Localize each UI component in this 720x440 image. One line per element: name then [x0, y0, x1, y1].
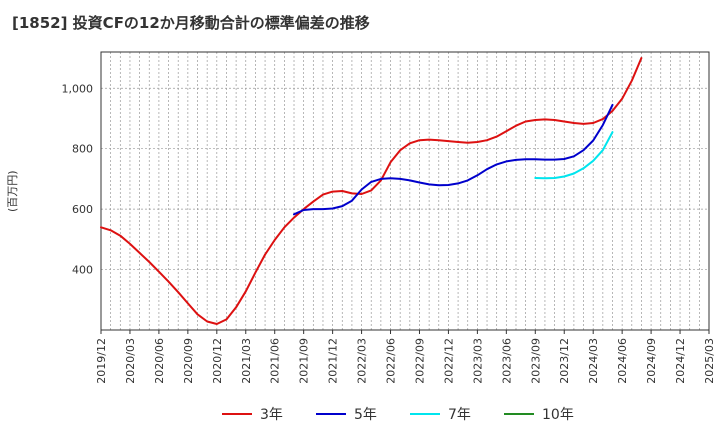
chart-title: [1852] 投資CFの12か月移動合計の標準偏差の推移 [12, 14, 370, 32]
x-tick-label: 2024/12 [674, 338, 687, 384]
x-tick-label: 2022/03 [356, 338, 369, 384]
x-tick-label: 2021/12 [327, 338, 340, 384]
y-tick-label: 600 [72, 203, 93, 216]
x-tick-label: 2019/12 [95, 338, 108, 384]
x-tick-label: 2024/06 [616, 338, 629, 384]
legend-label-1: 3年 [260, 407, 283, 423]
plot-border [100, 51, 710, 331]
x-tick-label: 2023/12 [558, 338, 571, 384]
series-line-1 [100, 57, 643, 325]
x-tick-label: 2023/09 [529, 338, 542, 384]
x-tick-label: 2022/06 [385, 338, 398, 384]
y-tick-label: 400 [72, 264, 93, 277]
legend-label-4: 10年 [542, 407, 574, 423]
x-tick-label: 2021/03 [240, 338, 253, 384]
x-tick-label: 2024/03 [587, 338, 600, 384]
x-tick-label: 2020/09 [182, 338, 195, 384]
x-tick-label: 2024/09 [645, 338, 658, 384]
x-tick-label: 2022/09 [413, 338, 426, 384]
y-tick-label: 1,000 [62, 82, 94, 95]
x-tick-label: 2023/06 [500, 338, 513, 384]
series-line-3 [534, 131, 614, 180]
legend-label-3: 7年 [448, 407, 471, 423]
y-tick-label: 800 [72, 143, 93, 156]
x-tick-label: 2022/12 [442, 338, 455, 384]
legend-label-2: 5年 [354, 407, 377, 423]
x-tick-label: 2021/06 [269, 338, 282, 384]
x-tick-label: 2021/09 [298, 338, 311, 384]
x-tick-label: 2020/06 [153, 338, 166, 384]
plot-area [101, 52, 709, 330]
x-tick-label: 2020/03 [124, 338, 137, 384]
x-tick-label: 2023/03 [471, 338, 484, 384]
series-line-2 [293, 103, 614, 216]
x-tick-label: 2025/03 [703, 338, 716, 384]
x-tick-label: 2020/12 [211, 338, 224, 384]
